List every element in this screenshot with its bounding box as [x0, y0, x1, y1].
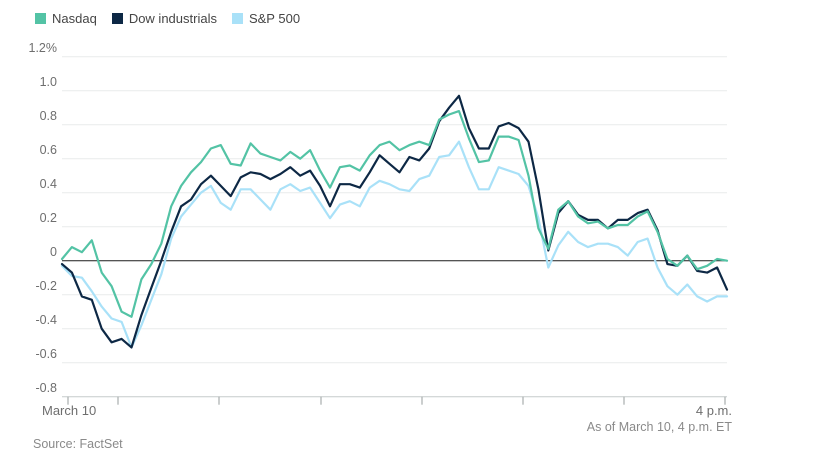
y-tick-label: 0.4 — [39, 176, 57, 191]
s-p-500-line — [60, 140, 729, 349]
source-note: Source: FactSet — [33, 437, 123, 451]
legend-item-nasdaq: Nasdaq — [35, 11, 97, 26]
y-tick-label: 0 — [50, 244, 57, 259]
legend-swatch-dow-industrials — [111, 13, 123, 24]
y-tick-label: -0.8 — [35, 380, 57, 395]
y-tick-label: 0.2 — [39, 210, 57, 225]
nasdaq-line — [60, 109, 729, 318]
x-axis-label-end: 4 p.m. — [695, 403, 732, 418]
dow-industrials-line — [60, 94, 729, 349]
legend-item-s-p-500: S&P 500 — [231, 11, 301, 26]
legend-label: S&P 500 — [248, 11, 301, 26]
y-tick-label: -0.4 — [35, 312, 57, 327]
chart-legend: Nasdaq Dow industrials S&P 500 — [35, 11, 315, 26]
y-tick-label: -0.2 — [35, 278, 57, 293]
y-tick-label: 0.6 — [39, 142, 57, 157]
y-tick-label: 1.2% — [28, 40, 58, 55]
legend-label: Nasdaq — [52, 11, 97, 26]
y-tick-label: 1.0 — [39, 74, 57, 89]
legend-swatch-s-p-500 — [231, 13, 243, 24]
x-axis-label-start: March 10 — [42, 403, 97, 418]
legend-item-dow-industrials: Dow industrials — [111, 11, 217, 26]
y-tick-label: 0.8 — [39, 108, 57, 123]
legend-swatch-nasdaq — [35, 13, 46, 24]
y-tick-label: -0.6 — [35, 346, 57, 361]
legend-label: Dow industrials — [128, 11, 217, 26]
as-of-note: As of March 10, 4 p.m. ET — [586, 420, 732, 434]
